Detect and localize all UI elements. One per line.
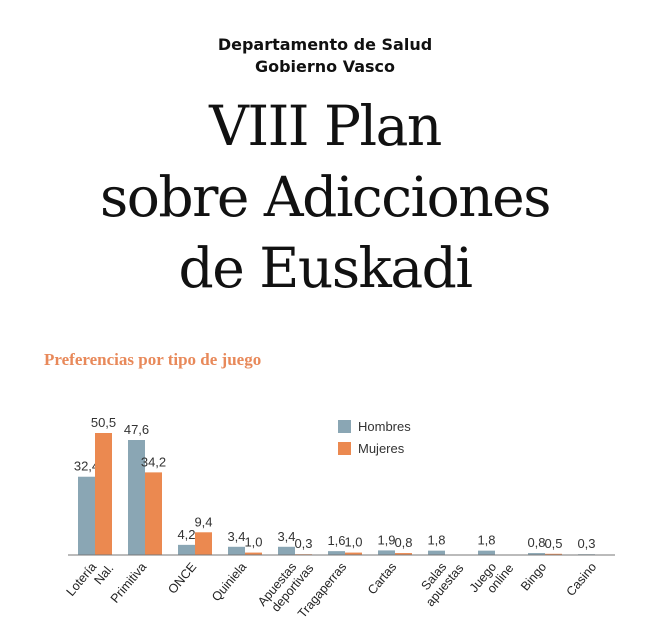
bar-hombres [478,550,495,555]
org-government: Gobierno Vasco [254,57,396,76]
bar-chart: 32,4 50,5 LoteríaNal. 47,6 34,2 Primitiva 4,29… [64,415,615,621]
data-label-mujeres: 1,0 [344,535,362,550]
bar-hombres [528,553,545,555]
data-label-hombres: 1,6 [327,533,345,548]
bar-hombres [378,550,395,555]
x-tick-label: Bingo [518,560,549,594]
bar-hombres [178,544,195,555]
x-tick-label: Salasapuestas [412,552,466,609]
bar-hombres [428,550,445,555]
data-label-mujeres: 9,4 [194,514,212,529]
data-label-mujeres: 0,8 [394,535,412,550]
bar-mujeres [145,472,162,555]
x-tick-label: Cartas [365,560,399,597]
data-label-hombres: 3,4 [227,529,245,544]
page-title-line-3: de Euskadi [178,236,473,300]
page-title-line-2: sobre Adicciones [100,165,551,229]
bar-hombres [78,476,95,555]
x-tick-label: LoteríaNal. [64,552,117,607]
data-label-hombres: 1,8 [477,533,495,548]
org-department: Departamento de Salud [217,35,433,54]
bar-mujeres [195,532,212,555]
bar-mujeres [95,433,112,555]
bar-mujeres [345,552,362,555]
legend-label-hombres: Hombres [358,419,411,434]
data-label-hombres: 1,9 [377,532,395,547]
x-tick-label: Casino [564,560,600,599]
data-label-mujeres: 0,5 [544,536,562,551]
data-label-hombres: 4,2 [177,527,195,542]
bar-mujeres [395,553,412,555]
data-label-hombres: 0,3 [577,536,595,551]
bar-hombres [328,551,345,555]
bar-hombres [128,440,145,555]
x-tick-label: Primitiva [108,560,150,606]
data-label-hombres: 3,4 [277,529,295,544]
page-title-line-1: VIII Plan [209,94,442,158]
bar-mujeres [245,552,262,555]
x-tick-label: ONCE [165,560,199,597]
data-label-hombres: 47,6 [124,422,149,437]
legend-swatch-hombres [338,420,351,433]
x-tick-label: Quiniela [209,560,249,604]
data-label-hombres: 1,8 [427,533,445,548]
data-label-hombres: 32,4 [74,459,99,474]
data-label-hombres: 0,8 [527,535,545,550]
data-label-mujeres: 50,5 [91,415,116,430]
data-label-mujeres: 1,0 [244,535,262,550]
legend-swatch-mujeres [338,442,351,455]
data-label-mujeres: 34,2 [141,454,166,469]
data-label-mujeres: 0,3 [294,536,312,551]
chart-title: Preferencias por tipo de juego [44,350,262,369]
bar-hombres [278,546,295,555]
x-tick-label: Juegoonline [467,552,517,604]
bar-hombres [228,546,245,555]
bar-mujeres [545,553,562,555]
legend-label-mujeres: Mujeres [358,441,405,456]
